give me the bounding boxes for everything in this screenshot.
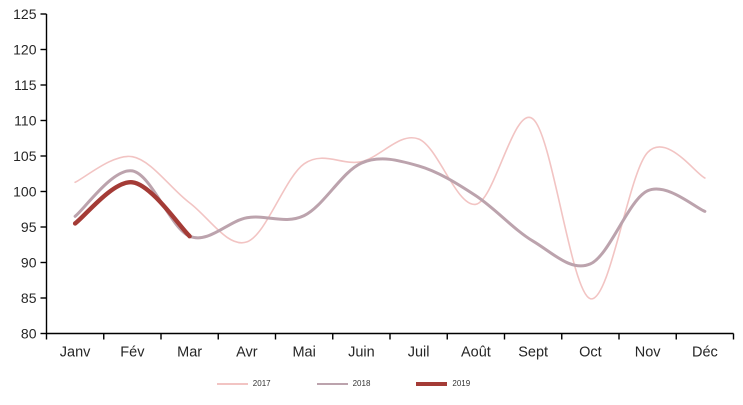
x-axis-month-label: Août [461,345,491,361]
y-axis-tick-label: 125 [13,6,37,22]
x-axis-month-label: Déc [692,345,718,361]
x-axis-month-label: Oct [579,345,602,361]
legend-item-2018[interactable]: 2018 [316,379,371,388]
y-axis-tick-label: 90 [21,255,37,271]
y-axis-tick-label: 105 [13,148,37,164]
y-axis-tick-label: 110 [14,113,37,129]
y-axis-tick-label: 85 [21,290,37,306]
y-axis-tick-label: 95 [21,219,37,235]
series-line-2017[interactable] [74,116,706,300]
legend-item-2017[interactable]: 2017 [216,379,271,388]
chart-plot-area: 80 85 90 95 100 105 110 115 120 125 Janv Fév Mar Avr M… [13,6,735,361]
y-axis-tick-label: 120 [13,42,37,58]
x-axis-month-label: Mai [292,345,315,361]
x-axis-month-label: Fév [120,345,145,361]
x-axis-month-label: Nov [635,345,662,361]
legend-label: 2019 [452,379,471,388]
legend-line-swatch-2017 [216,383,248,385]
y-axis-tick-label: 115 [14,77,37,93]
series-line-2019[interactable] [72,180,192,239]
x-axis-month-label: Janv [60,345,91,361]
legend-line-swatch-2018 [316,383,348,385]
x-axis-month-label: Sept [518,345,548,361]
legend-line-swatch-2019 [416,382,448,386]
chart-legend: 2017 2018 2019 [0,380,715,388]
axis-lines [45,14,734,335]
y-axis-tick-label: 100 [13,184,37,200]
legend-label: 2017 [252,379,271,388]
y-axis-tick-label: 80 [21,326,37,342]
legend-item-2019[interactable]: 2019 [416,380,470,388]
series-line-2018[interactable] [73,157,707,268]
x-axis-month-label: Juil [408,345,430,361]
x-axis-month-label: Avr [236,345,258,361]
x-axis-month-label: Juin [348,345,375,361]
x-axis-month-label: Mar [177,345,202,361]
legend-label: 2018 [352,379,371,388]
